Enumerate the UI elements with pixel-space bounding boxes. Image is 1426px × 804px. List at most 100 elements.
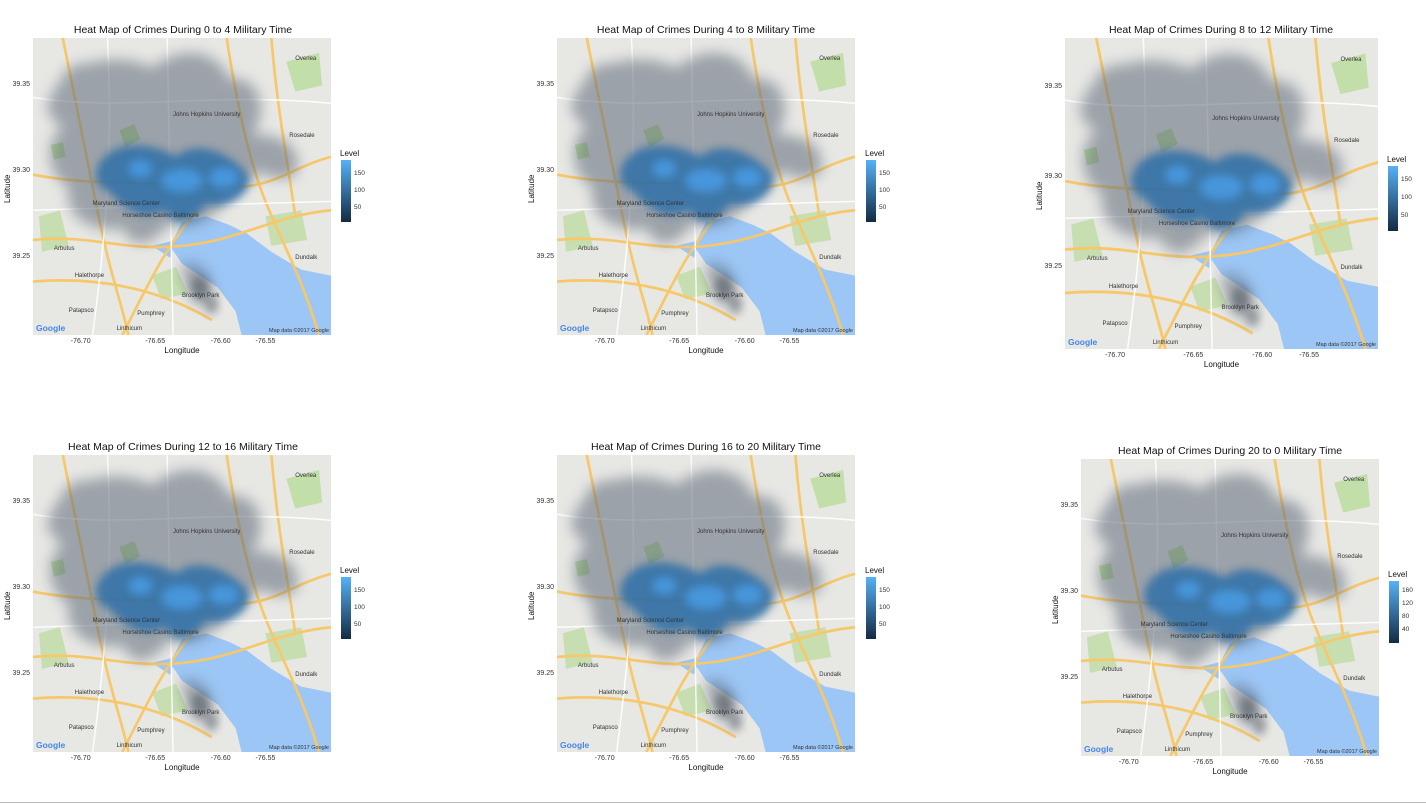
google-logo: Google: [1068, 337, 1098, 347]
y-tick-label: 39.30: [12, 166, 30, 174]
place-label: Johns Hopkins University: [173, 112, 241, 119]
place-label: Patapsco: [592, 308, 618, 315]
place-label: Overlea: [819, 472, 841, 479]
place-label: Linthicum: [1152, 339, 1179, 346]
place-label: Horseshoe Casino Baltimore: [122, 213, 199, 220]
place-label: Horseshoe Casino Baltimore: [646, 213, 723, 220]
place-label: Overlea: [295, 55, 317, 62]
x-axis-label: Longitude: [164, 763, 200, 772]
legend-tick-label: 150: [354, 169, 365, 177]
panel-title: Heat Map of Crimes During 12 to 16 Milit…: [68, 441, 298, 453]
place-label: Brooklyn Park: [706, 710, 744, 717]
place-label: Maryland Science Center: [1140, 622, 1208, 629]
place-label: Brooklyn Park: [182, 293, 220, 300]
place-label: Horseshoe Casino Baltimore: [1158, 221, 1236, 228]
legend-tick-label: 150: [879, 169, 890, 177]
legend-title: Level: [340, 149, 360, 158]
y-axis-label: Latitude: [3, 591, 12, 620]
legend-tick-label: 50: [879, 203, 887, 211]
legend-tick-label: 150: [879, 586, 890, 594]
x-tick-label: -76.70: [70, 338, 91, 345]
crime-heatmap[interactable]: Google Map data ©2017 Google Johns Hopki…: [557, 455, 855, 752]
legend-colorbar: [1388, 166, 1398, 231]
x-tick-label: -76.70: [594, 338, 615, 345]
place-label: Rosedale: [813, 133, 839, 140]
place-label: Johns Hopkins University: [1221, 533, 1289, 540]
place-label: Arbutus: [53, 245, 75, 252]
place-label: Arbutus: [1101, 666, 1123, 673]
crime-heatmap[interactable]: Google Map data ©2017 Google Johns Hopki…: [557, 38, 855, 335]
legend-tick-label: 120: [1402, 600, 1413, 608]
place-label: Brooklyn Park: [1221, 305, 1259, 312]
map-credit: Map data ©2017 Google: [1316, 749, 1377, 755]
place-label: Pumphrey: [661, 728, 689, 735]
map-credit: Map data ©2017 Google: [268, 328, 329, 334]
place-label: Maryland Science Center: [92, 618, 160, 625]
place-label: Overlea: [295, 472, 317, 479]
y-tick-label: 39.30: [536, 166, 554, 174]
x-axis-label: Longitude: [688, 346, 724, 355]
place-label: Pumphrey: [1174, 324, 1202, 331]
y-axis-label: Latitude: [527, 174, 536, 203]
place-label: Brooklyn Park: [706, 293, 744, 300]
place-label: Dundalk: [1340, 265, 1363, 272]
map-credit: Map data ©2017 Google: [792, 745, 853, 751]
y-axis-label: Latitude: [1051, 595, 1060, 624]
legend-tick-label: 160: [1402, 587, 1413, 595]
place-label: Pumphrey: [137, 311, 165, 318]
place-label: Johns Hopkins University: [697, 529, 765, 536]
place-label: Horseshoe Casino Baltimore: [646, 630, 723, 637]
crime-heatmap[interactable]: Google Map data ©2017 Google Johns Hopki…: [33, 455, 331, 752]
panel-title: Heat Map of Crimes During 4 to 8 Militar…: [596, 24, 816, 36]
legend-tick-label: 150: [1401, 176, 1412, 184]
crime-heatmap[interactable]: Google Map data ©2017 Google Johns Hopki…: [33, 38, 331, 335]
x-tick-label: -76.55: [1299, 352, 1320, 359]
legend-tick-label: 100: [879, 603, 890, 611]
y-tick-label: 39.30: [1060, 587, 1078, 595]
x-tick-label: -76.65: [145, 338, 166, 345]
legend-tick-label: 50: [1401, 212, 1409, 220]
place-label: Maryland Science Center: [1127, 209, 1195, 216]
place-label: Patapsco: [68, 725, 94, 732]
place-label: Dundalk: [1343, 675, 1366, 682]
bottom-divider: [0, 802, 1426, 803]
legend-title: Level: [1388, 570, 1408, 579]
legend-tick-label: 100: [354, 186, 365, 194]
basemap-svg: [557, 38, 855, 335]
place-label: Johns Hopkins University: [173, 529, 241, 536]
place-label: Rosedale: [289, 550, 315, 557]
y-axis-label: Latitude: [527, 591, 536, 620]
legend-tick-label: 100: [354, 603, 365, 611]
panel-title: Heat Map of Crimes During 0 to 4 Militar…: [73, 24, 293, 36]
basemap-svg: [557, 455, 855, 752]
y-tick-label: 39.25: [12, 669, 30, 677]
place-label: Dundalk: [819, 671, 842, 678]
place-label: Overlea: [1340, 56, 1362, 63]
place-label: Rosedale: [813, 550, 839, 557]
place-label: Halethorpe: [74, 272, 105, 279]
x-tick-label: -76.60: [210, 755, 231, 762]
place-label: Arbutus: [577, 662, 599, 669]
crime-heatmap[interactable]: Google Map data ©2017 Google Johns Hopki…: [1065, 38, 1378, 349]
google-logo: Google: [560, 323, 590, 333]
place-label: Halethorpe: [74, 689, 105, 696]
crime-heatmap[interactable]: Google Map data ©2017 Google Johns Hopki…: [1081, 459, 1379, 756]
place-label: Horseshoe Casino Baltimore: [122, 630, 199, 637]
place-label: Patapsco: [1102, 321, 1128, 327]
y-tick-label: 39.35: [536, 497, 554, 505]
x-tick-label: -76.65: [1193, 759, 1214, 766]
place-label: Overlea: [819, 55, 841, 62]
x-tick-label: -76.55: [1303, 759, 1324, 766]
legend-colorbar: [866, 160, 876, 222]
y-tick-label: 39.30: [1044, 172, 1062, 180]
place-label: Arbutus: [577, 245, 599, 252]
x-tick-label: -76.60: [1258, 759, 1279, 766]
google-logo: Google: [560, 740, 590, 750]
x-axis-label: Longitude: [688, 763, 724, 772]
y-tick-label: 39.35: [536, 80, 554, 88]
map-credit: Map data ©2017 Google: [1315, 342, 1376, 348]
y-axis-label: Latitude: [3, 174, 12, 203]
basemap-svg: [1065, 38, 1378, 349]
x-tick-label: -76.60: [734, 755, 755, 762]
y-axis-label: Latitude: [1035, 181, 1044, 210]
